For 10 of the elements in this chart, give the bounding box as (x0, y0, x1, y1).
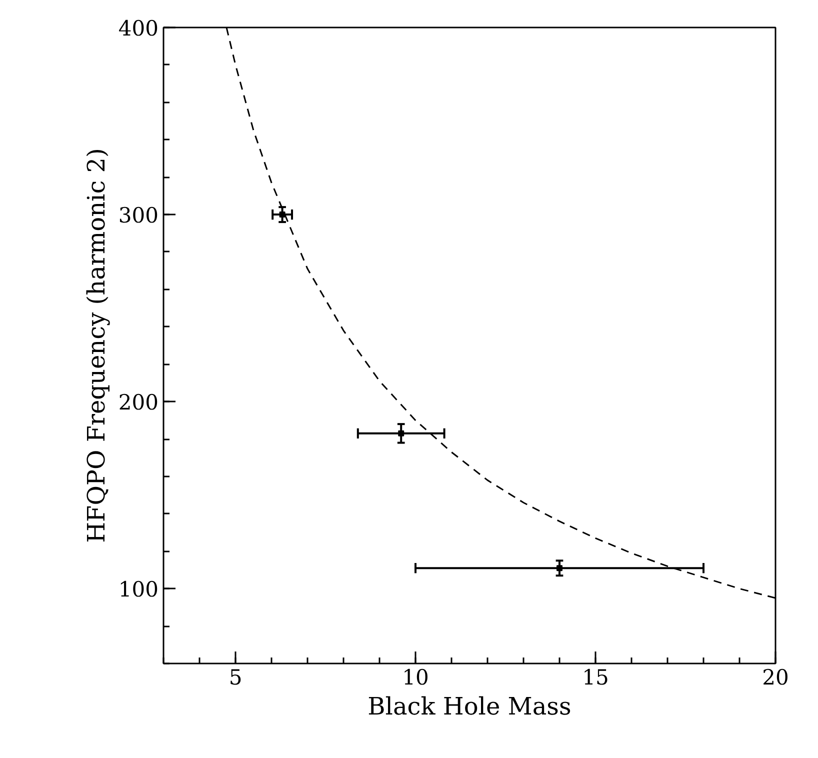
y-tick-label: 300 (118, 204, 159, 228)
y-tick-label: 200 (118, 390, 159, 415)
x-tick-label: 5 (228, 666, 242, 690)
x-axis-title: Black Hole Mass (368, 692, 572, 720)
x-tick-label: 15 (582, 666, 609, 690)
y-tick-label: 100 (118, 578, 159, 602)
y-axis-title: HFQPO Frequency (harmonic 2) (82, 148, 110, 543)
y-tick-label: 400 (118, 16, 159, 40)
x-tick-label: 20 (762, 666, 789, 690)
x-tick-label: 10 (402, 666, 429, 690)
